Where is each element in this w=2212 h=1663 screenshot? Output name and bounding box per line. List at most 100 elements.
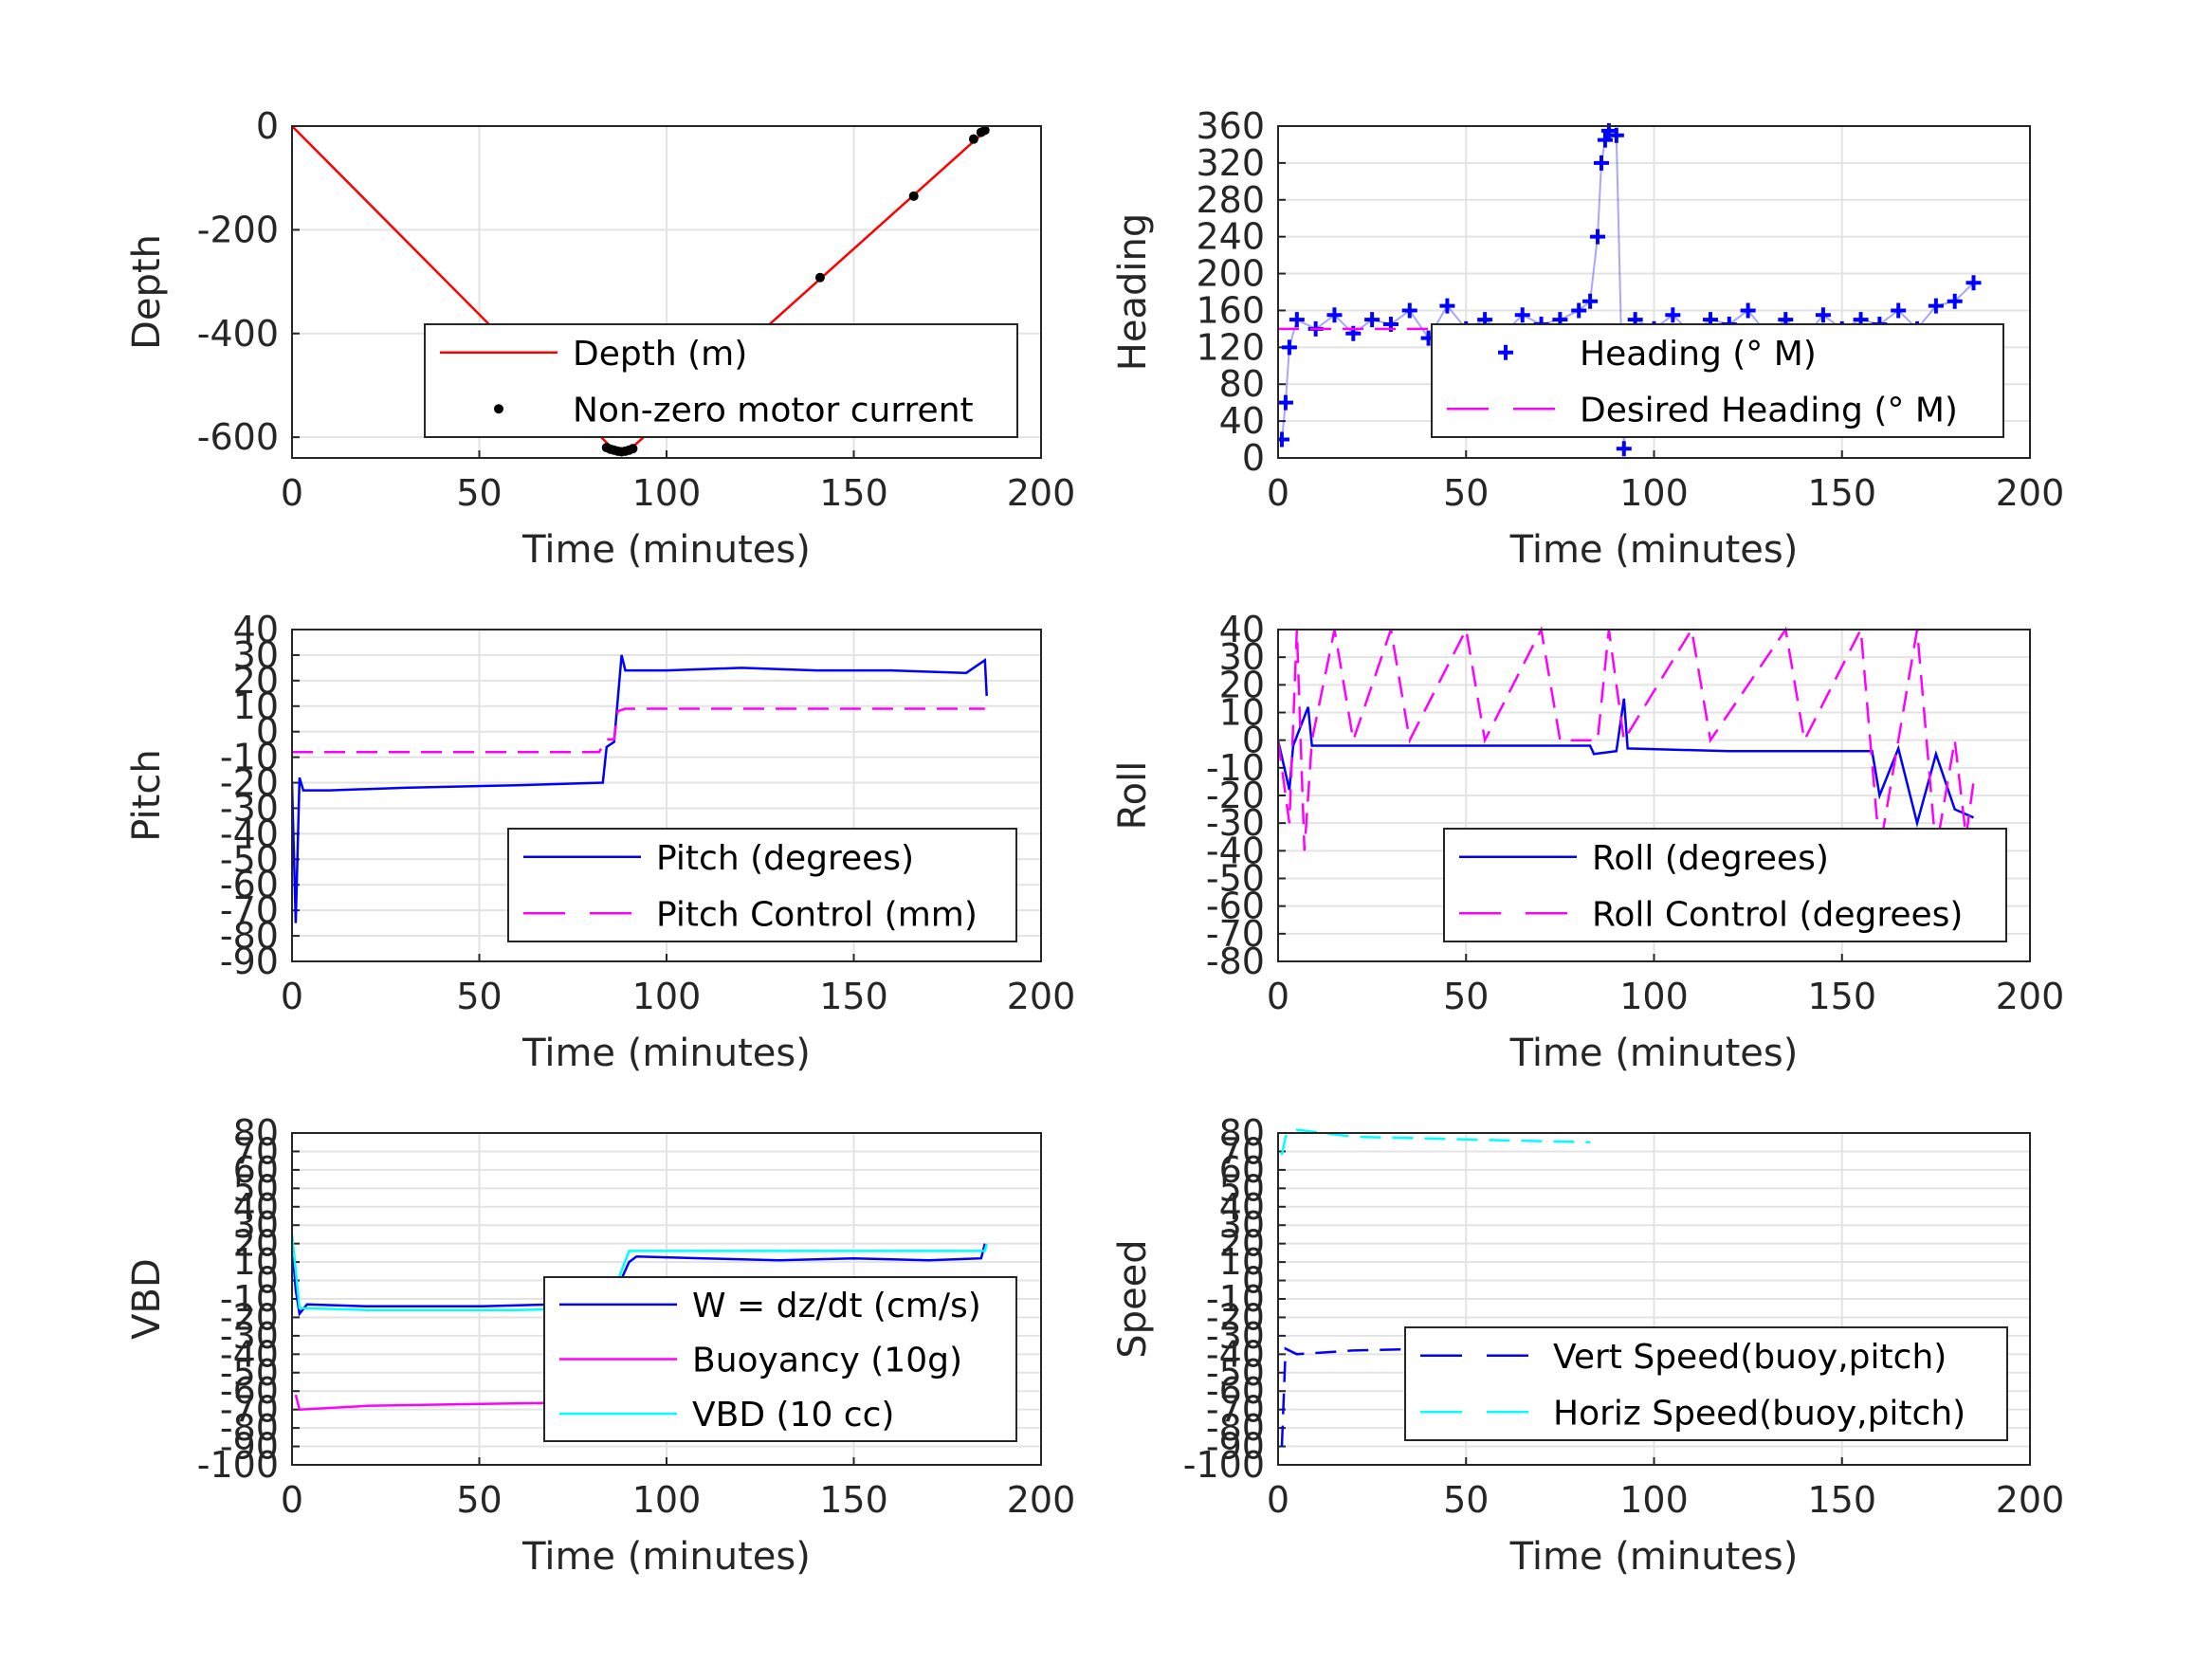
series-point — [1439, 298, 1455, 314]
y-tick-label: -70 — [1206, 1389, 1265, 1431]
series-point — [1947, 293, 1963, 309]
series-line-1 — [1280, 1343, 1580, 1447]
y-tick-label: 0 — [256, 105, 279, 147]
x-axis-label: Time (minutes) — [521, 528, 811, 572]
legend-label: Horiz Speed(buoy,pitch) — [1553, 1394, 1965, 1433]
x-tick-label: 100 — [632, 976, 702, 1017]
x-tick-label: 150 — [819, 1479, 888, 1521]
chart-panel-6: 0 50 100 150 20080706050403020100-10-20-30-4… — [1111, 1112, 2064, 1579]
axes-box — [291, 1132, 1042, 1466]
x-tick-label: 50 — [456, 472, 502, 514]
y-tick-label: -100 — [197, 1444, 279, 1486]
y-tick-label: -20 — [1206, 775, 1265, 816]
y-axis-label: Speed — [1111, 1239, 1155, 1358]
y-tick-label: 200 — [1196, 253, 1265, 295]
y-tick-label: -10 — [220, 1278, 279, 1320]
x-tick-label: 100 — [632, 472, 702, 514]
x-tick-label: 200 — [1007, 472, 1076, 514]
chart-panel-5: 0 50 100 150 20080706050403020100-10-20-30-4… — [125, 1112, 1075, 1579]
y-tick-label: 60 — [1219, 1149, 1265, 1191]
y-tick-label: -40 — [1206, 1333, 1265, 1375]
series-line-1 — [292, 654, 988, 923]
y-tick-label: 40 — [1219, 400, 1265, 442]
y-tick-label: 240 — [1196, 216, 1265, 258]
x-tick-label: 150 — [819, 976, 888, 1017]
y-tick-label: -90 — [220, 941, 279, 982]
chart-panel-4: 0 50 100 150 200403020100-10-20-30-40-50-60-… — [1111, 609, 2064, 1075]
legend-swatch — [494, 404, 503, 414]
y-tick-label: 50 — [1219, 1167, 1265, 1209]
series-line-2 — [1278, 625, 1975, 851]
y-tick-label: -50 — [220, 1352, 279, 1394]
series-point — [1326, 307, 1343, 323]
y-tick-label: 50 — [233, 1167, 279, 1209]
data-layer — [292, 654, 988, 923]
series-line-2 — [294, 1394, 603, 1412]
legend: Roll (degrees) Roll Control (degrees) — [1443, 828, 2007, 942]
y-tick-label: 60 — [233, 1149, 279, 1191]
y-tick-label: -30 — [1206, 1315, 1265, 1357]
y-tick-label: 360 — [1196, 105, 1265, 147]
y-tick-label: -80 — [1206, 1407, 1265, 1449]
legend: Vert Speed(buoy,pitch) Horiz Speed(buoy,p… — [1404, 1326, 2008, 1441]
series-line-1 — [1278, 698, 1975, 829]
x-tick-label: 0 — [1267, 1479, 1289, 1521]
y-axis-label: Pitch — [125, 749, 169, 841]
x-tick-label: 150 — [1807, 976, 1876, 1017]
legend-box — [1443, 828, 2007, 942]
legend: W = dz/dt (cm/s) Buoyancy (10g) VBD (10 cc… — [543, 1276, 1017, 1442]
y-tick-label: 0 — [1242, 720, 1265, 761]
y-tick-label: -10 — [220, 737, 279, 778]
y-tick-label: 40 — [1219, 1186, 1265, 1228]
y-tick-label: 20 — [233, 660, 279, 702]
legend-box — [507, 828, 1017, 942]
y-tick-label: -60 — [220, 1370, 279, 1412]
y-tick-label: 20 — [1219, 664, 1265, 705]
y-tick-label: 30 — [233, 634, 279, 676]
series-point — [628, 444, 638, 454]
legend-box — [1404, 1326, 2008, 1441]
y-axis-label: VBD — [125, 1258, 169, 1340]
axes-box — [1277, 629, 2031, 962]
series-point — [979, 125, 990, 136]
y-tick-label: -90 — [1206, 1426, 1265, 1468]
y-tick-label: -30 — [1206, 802, 1265, 844]
x-tick-label: 200 — [1007, 976, 1076, 1017]
y-tick-label: 0 — [1242, 1260, 1265, 1302]
y-tick-label: -30 — [220, 1315, 279, 1357]
axes-box — [291, 125, 1042, 459]
axes-box — [1277, 1132, 2031, 1466]
y-tick-label: -50 — [220, 838, 279, 880]
y-tick-label: 10 — [1219, 692, 1265, 734]
y-tick-label: -80 — [220, 1407, 279, 1449]
x-tick-label: 100 — [1619, 472, 1689, 514]
legend-label: Pitch (degrees) — [656, 839, 914, 878]
series-point — [968, 134, 978, 144]
x-tick-label: 50 — [1443, 976, 1489, 1017]
chart-panel-1: 0 50 100 150 200 0 -200 -400 -600 Time (minutes) D… — [125, 105, 1075, 572]
series-point — [1281, 339, 1297, 356]
series-point — [1965, 275, 1982, 291]
y-tick-label: 10 — [233, 1241, 279, 1283]
series-point — [1278, 394, 1293, 411]
legend-label: Non-zero motor current — [573, 391, 974, 429]
y-tick-label: -400 — [197, 313, 279, 355]
y-tick-label: 30 — [1219, 636, 1265, 678]
series-point — [814, 272, 825, 283]
y-tick-label: -40 — [220, 1333, 279, 1375]
y-tick-label: 30 — [233, 1204, 279, 1246]
series-point — [1571, 302, 1587, 319]
x-tick-label: 0 — [281, 472, 303, 514]
x-tick-label: 150 — [1807, 1479, 1876, 1521]
y-tick-label: 160 — [1196, 289, 1265, 331]
legend-label: Desired Heading (° M) — [1580, 391, 1958, 429]
y-tick-label: 70 — [233, 1130, 279, 1172]
series-point — [908, 191, 919, 201]
y-tick-label: 10 — [1219, 1241, 1265, 1283]
x-tick-label: 200 — [1996, 1479, 2065, 1521]
legend-label: Depth (m) — [573, 335, 747, 374]
legend: Heading (° M) Desired Heading (° M) — [1431, 323, 2004, 438]
x-tick-label: 50 — [456, 1479, 502, 1521]
legend-label: Vert Speed(buoy,pitch) — [1553, 1338, 1947, 1377]
